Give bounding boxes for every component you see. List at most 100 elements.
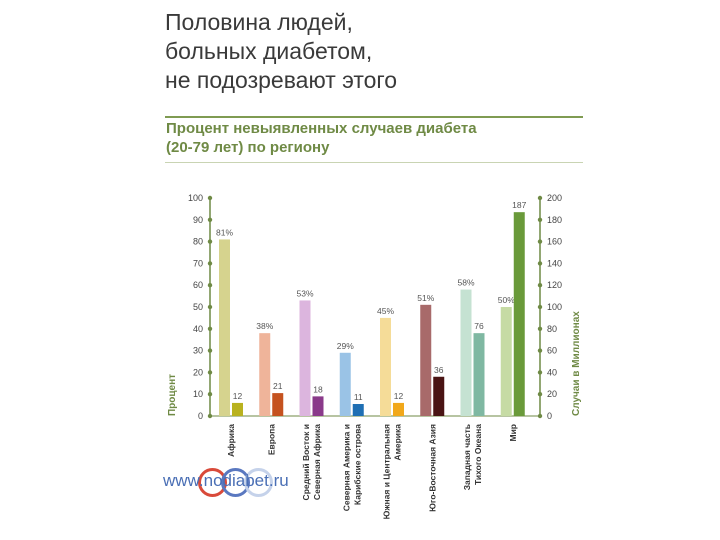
bar-percent (219, 239, 230, 416)
bar-percent-label: 53% (296, 288, 313, 298)
subtitle-line-2: (20-79 лет) по региону (166, 139, 330, 156)
left-tick-dot (207, 392, 213, 397)
right-tick-label: 20 (547, 389, 557, 399)
bar-cases (312, 396, 324, 416)
category-label: Западная часть (462, 424, 472, 490)
site-logo[interactable]: www.nodiabet.ru (163, 468, 289, 497)
left-tick-label: 30 (193, 346, 203, 356)
left-tick-dot (207, 326, 213, 331)
bar-percent-label: 45% (377, 306, 394, 316)
bar-cases-label: 36 (434, 365, 444, 375)
category-label: Средний Восток и (301, 424, 311, 500)
right-tick-label: 0 (547, 411, 552, 421)
left-tick-label: 70 (193, 258, 203, 268)
bar-percent-label: 38% (256, 321, 273, 331)
bar-percent (460, 289, 472, 416)
right-tick-dot (537, 261, 543, 266)
left-tick-label: 40 (193, 324, 203, 334)
divider-top (165, 116, 583, 118)
category-label: Юго-Восточная Азия (427, 424, 437, 512)
left-tick-dot (207, 217, 213, 222)
headline-line-2: больных диабетом, (165, 38, 373, 64)
bar-percent-label: 81% (216, 227, 233, 237)
left-tick-dot (207, 413, 213, 419)
bar-percent (259, 333, 271, 416)
left-tick-dot (207, 195, 213, 201)
right-tick-label: 40 (547, 367, 557, 377)
bar-cases (393, 402, 404, 416)
bar-cases (473, 333, 485, 416)
bar-percent (420, 304, 432, 416)
right-tick-dot (537, 239, 543, 244)
right-tick-label: 120 (547, 280, 562, 290)
right-tick-dot (537, 195, 543, 201)
right-tick-label: 180 (547, 215, 562, 225)
bar-percent (380, 317, 391, 416)
left-tick-dot (207, 283, 213, 288)
category-label: Тихого Океана (473, 424, 483, 485)
right-tick-dot (537, 326, 543, 331)
bar-percent (500, 307, 512, 416)
right-tick-dot (537, 370, 543, 375)
site-logo-text[interactable]: www.nodiabet.ru (163, 471, 289, 490)
bar-cases (272, 393, 284, 416)
bar-cases (513, 212, 525, 416)
left-tick-dot (207, 304, 213, 310)
category-label: Южная и Центральная (382, 424, 392, 519)
left-tick-label: 100 (188, 193, 203, 203)
bar-percent (339, 352, 351, 416)
category-label: Америка (393, 424, 403, 461)
right-tick-dot (537, 392, 543, 397)
category-label: Северная Африка (312, 424, 322, 500)
bar-percent-label: 58% (457, 278, 474, 288)
right-tick-label: 60 (547, 346, 557, 356)
divider-bottom (165, 162, 583, 163)
chart-subtitle: Процент невыявленных случаев диабета (20… (166, 119, 477, 157)
headline-line-1: Половина людей, (165, 9, 353, 35)
right-tick-dot (537, 217, 543, 222)
right-tick-label: 200 (547, 193, 562, 203)
right-tick-dot (537, 348, 543, 353)
left-tick-dot (207, 348, 213, 353)
right-axis-title: Случаи в Миллионах (571, 311, 582, 416)
bar-percent (299, 300, 311, 416)
right-tick-label: 160 (547, 237, 562, 247)
left-tick-label: 80 (193, 237, 203, 247)
bar-cases-label: 12 (394, 391, 404, 401)
category-label: Северная Америка и (341, 424, 351, 511)
bar-cases-label: 187 (512, 200, 526, 210)
bar-cases (433, 376, 445, 416)
bar-percent-label: 29% (337, 341, 354, 351)
left-tick-dot (207, 261, 213, 266)
bar-cases-label: 21 (273, 381, 283, 391)
left-tick-label: 0 (198, 411, 203, 421)
left-tick-label: 20 (193, 367, 203, 377)
bar-cases-label: 11 (354, 392, 363, 402)
bar-chart: 0 10 20 30 40 50 60 70 80 90 100 0 20 40 60 80 100 120 140… (167, 193, 582, 519)
left-tick-label: 90 (193, 215, 203, 225)
left-axis-title: Процент (167, 374, 178, 416)
right-tick-label: 80 (547, 324, 557, 334)
right-tick-dot (537, 413, 543, 419)
left-tick-dot (207, 239, 213, 244)
bar-cases-label: 12 (233, 391, 243, 401)
bar-percent-label: 51% (417, 293, 434, 303)
bar-cases (352, 404, 364, 416)
left-tick-label: 50 (193, 302, 203, 312)
headline-line-3: не подозревают этого (165, 67, 398, 93)
left-tick-label: 10 (193, 389, 203, 399)
bar-percent-label: 50% (498, 295, 515, 305)
bar-cases-label: 76 (474, 321, 484, 331)
right-tick-label: 100 (547, 302, 562, 312)
right-tick-label: 140 (547, 258, 562, 268)
subtitle-line-1: Процент невыявленных случаев диабета (166, 120, 477, 137)
bar-cases-label: 18 (313, 384, 323, 394)
right-tick-dot (537, 304, 543, 310)
left-tick-dot (207, 370, 213, 375)
right-tick-dot (537, 283, 543, 288)
headline: Половина людей, больных диабетом, не под… (165, 8, 397, 95)
category-label: Карибские острова (352, 424, 362, 505)
left-tick-label: 60 (193, 280, 203, 290)
logo-rings-icon (198, 468, 273, 497)
bar-cases (232, 402, 243, 416)
